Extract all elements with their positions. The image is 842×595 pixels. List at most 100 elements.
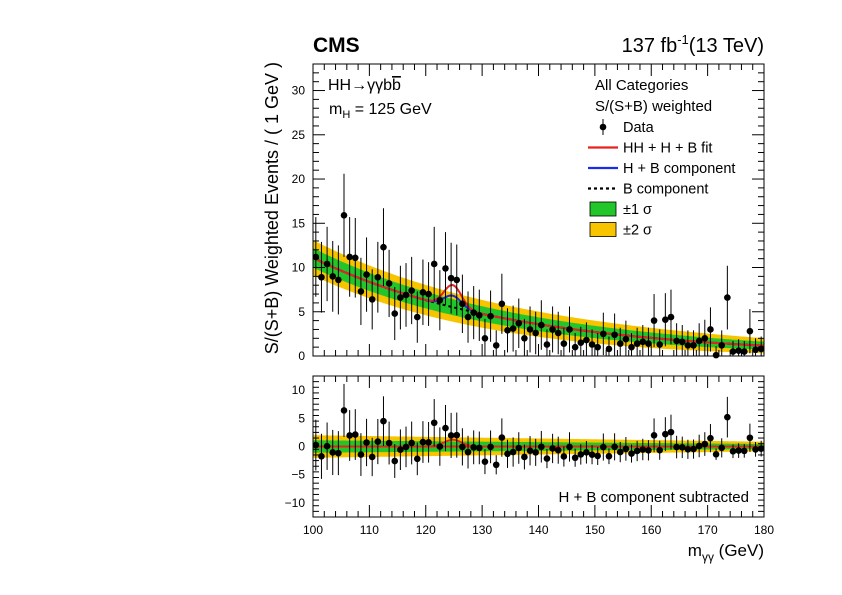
residual-point — [560, 446, 568, 467]
residual-point — [752, 442, 759, 457]
x-tick-label: 140 — [528, 523, 548, 537]
residual-point — [656, 440, 664, 460]
data-point — [323, 226, 331, 302]
data-point — [397, 265, 404, 330]
data-point — [712, 346, 720, 359]
residual-point — [605, 448, 613, 465]
residual-point — [707, 424, 714, 453]
data-point — [385, 249, 393, 318]
residual-point — [504, 439, 511, 468]
data-point — [470, 286, 477, 340]
data-point — [380, 208, 387, 287]
residual-point — [577, 444, 585, 465]
data-point — [639, 325, 647, 356]
residual-point — [340, 383, 348, 437]
data-point — [616, 327, 624, 356]
data-point — [662, 293, 669, 347]
data-point — [335, 245, 342, 315]
data-point — [605, 336, 613, 356]
residual-point — [368, 437, 376, 477]
data-point — [724, 265, 731, 330]
data-point — [707, 307, 714, 352]
data-point — [521, 318, 528, 356]
residual-point — [470, 430, 477, 465]
data-point — [476, 289, 483, 341]
x-axis-title: mγγ (GeV) — [688, 541, 764, 564]
legend-label: Data — [623, 120, 655, 136]
residual-point — [526, 436, 534, 466]
y-tick-label: −5 — [291, 468, 305, 482]
data-point — [459, 274, 466, 333]
residual-point — [459, 428, 466, 466]
residual-point — [571, 448, 579, 467]
y-tick-label: 10 — [292, 383, 306, 397]
y-tick-label: 25 — [292, 128, 306, 142]
data-point — [611, 313, 618, 356]
residual-point — [645, 440, 652, 461]
legend-label: ±2 σ — [623, 223, 652, 239]
residual-point — [611, 433, 618, 461]
data-point — [340, 173, 348, 257]
higgs-mass-label: mH = 125 GeV — [329, 101, 432, 121]
y-tick-label: 5 — [298, 411, 305, 425]
residual-point — [543, 449, 551, 469]
residual-point — [662, 417, 669, 452]
residual-point — [374, 419, 382, 465]
residual-point — [628, 444, 635, 463]
top-band-2sigma — [313, 240, 764, 354]
residual-point — [554, 436, 562, 464]
y-tick-label: 30 — [292, 84, 306, 98]
data-point — [425, 262, 432, 326]
data-point — [391, 286, 399, 341]
data-point — [442, 232, 449, 305]
residual-point — [413, 442, 421, 476]
residual-point — [351, 409, 359, 460]
residual-point — [639, 438, 647, 461]
experiment-label: CMS — [313, 34, 360, 57]
data-point — [746, 309, 754, 354]
data-point — [481, 318, 489, 356]
y-tick-label: 5 — [298, 305, 305, 319]
y-tick-label: 20 — [292, 172, 306, 186]
data-point — [402, 263, 410, 327]
residual-point — [492, 455, 500, 475]
residual-point — [391, 444, 399, 478]
data-point — [329, 240, 337, 312]
data-point — [419, 259, 427, 326]
residual-point — [323, 422, 331, 470]
residual-point — [735, 443, 742, 458]
residual-point — [673, 435, 680, 459]
data-point — [560, 327, 568, 356]
data-point — [374, 241, 382, 313]
y-tick-label: 10 — [292, 261, 306, 275]
data-point — [504, 308, 511, 353]
residual-point — [436, 427, 444, 466]
residual-point — [318, 433, 325, 479]
residual-point — [633, 440, 641, 462]
residual-point — [746, 423, 754, 452]
info-weighting: S/(S+B) weighted — [595, 98, 712, 115]
residual-point — [667, 414, 675, 450]
data-point — [622, 320, 630, 356]
residual-point — [357, 433, 365, 477]
residual-point — [442, 404, 449, 452]
luminosity-exponent: -1 — [677, 32, 689, 47]
data-point — [695, 323, 703, 356]
data-point — [509, 305, 517, 352]
residual-point — [419, 421, 427, 463]
residual-point — [464, 435, 472, 469]
data-point — [650, 294, 658, 348]
data-point — [588, 329, 596, 356]
process-bbar: b — [392, 77, 401, 94]
data-point — [656, 329, 664, 356]
data-point — [571, 332, 579, 356]
data-point — [430, 226, 438, 302]
residual-point — [425, 421, 432, 463]
data-point — [718, 330, 726, 356]
residual-point — [678, 436, 686, 459]
data-point — [447, 242, 455, 314]
data-point — [633, 327, 641, 356]
data-point — [464, 291, 472, 343]
residual-point — [583, 441, 590, 464]
data-point — [667, 289, 675, 345]
